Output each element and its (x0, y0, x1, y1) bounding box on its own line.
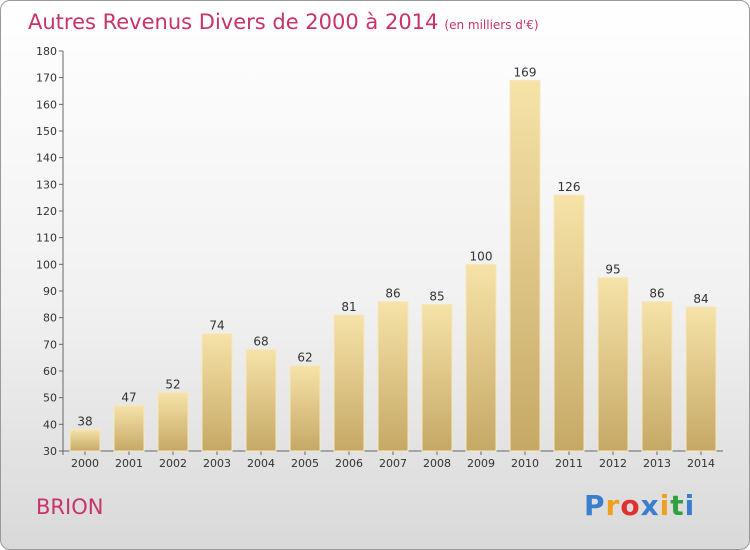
data-label: 81 (341, 300, 356, 314)
x-tick-label: 2004 (247, 457, 275, 470)
bar (597, 277, 629, 452)
x-tick-label: 2011 (555, 457, 583, 470)
data-label: 62 (297, 351, 312, 365)
logo-letter: x (640, 489, 660, 522)
bar (421, 303, 453, 452)
bar (685, 306, 717, 452)
logo-letter: i (684, 489, 696, 522)
chart-axes: 30 40 50 60 70 80 90 100 110 120 130 140 150 160 170 18… (36, 45, 723, 470)
chart-bars (69, 79, 717, 452)
y-tick-label: 100 (36, 258, 57, 271)
bar (333, 314, 365, 452)
data-label: 68 (253, 335, 268, 349)
y-tick-label: 50 (43, 392, 57, 405)
y-tick-label: 60 (43, 365, 57, 378)
bar (245, 349, 277, 452)
data-label: 100 (470, 249, 493, 263)
y-tick-label: 170 (36, 72, 57, 85)
y-tick-label: 80 (43, 312, 57, 325)
data-label: 95 (605, 263, 620, 277)
data-label: 52 (165, 377, 180, 391)
y-tick-label: 70 (43, 338, 57, 351)
logo-letter: i (659, 489, 671, 522)
chart-title: Autres Revenus Divers de 2000 à 2014 (en … (28, 10, 539, 34)
x-tick-label: 2003 (203, 457, 231, 470)
x-tick-label: 2014 (687, 457, 715, 470)
logo-letter: r (605, 489, 621, 522)
y-tick-label: 90 (43, 285, 57, 298)
data-label: 86 (385, 287, 400, 301)
x-tick-label: 2006 (335, 457, 363, 470)
data-label: 126 (558, 180, 581, 194)
logo-letter: P (584, 489, 606, 522)
chart-labels: 38 47 52 74 68 62 81 86 85 100 169 126 95 86 84 (77, 65, 708, 428)
y-tick-label: 160 (36, 98, 57, 111)
bar (201, 333, 233, 452)
chart-subtitle: (en milliers d'€) (444, 18, 539, 32)
bar (641, 301, 673, 452)
bar (553, 194, 585, 452)
y-tick-label: 110 (36, 232, 57, 245)
y-tick-label: 120 (36, 205, 57, 218)
x-tick-label: 2012 (599, 457, 627, 470)
bar (69, 429, 101, 452)
x-tick-label: 2010 (511, 457, 539, 470)
x-tick-label: 2009 (467, 457, 495, 470)
data-label: 169 (514, 65, 537, 79)
x-tick-label: 2000 (71, 457, 99, 470)
data-label: 47 (121, 391, 136, 405)
bar (289, 365, 321, 452)
logo-letter: t (670, 489, 685, 522)
y-tick-label: 140 (36, 152, 57, 165)
data-label: 85 (429, 289, 444, 303)
bar (465, 263, 497, 452)
x-tick-label: 2001 (115, 457, 143, 470)
logo-letter: o (620, 489, 641, 522)
data-label: 38 (77, 415, 92, 429)
bar (509, 79, 541, 452)
x-tick-label: 2007 (379, 457, 407, 470)
data-label: 74 (209, 319, 224, 333)
x-tick-label: 2002 (159, 457, 187, 470)
y-tick-label: 130 (36, 178, 57, 191)
data-label: 84 (693, 292, 708, 306)
chart-title-main: Autres Revenus Divers de 2000 à 2014 (28, 10, 439, 34)
bar (113, 405, 145, 452)
x-tick-label: 2013 (643, 457, 671, 470)
bar (377, 301, 409, 452)
x-tick-label: 2008 (423, 457, 451, 470)
x-tick-label: 2005 (291, 457, 319, 470)
data-label: 86 (649, 287, 664, 301)
y-tick-label: 150 (36, 125, 57, 138)
y-tick-label: 30 (43, 445, 57, 458)
city-name: BRION (36, 495, 104, 519)
bar (157, 391, 189, 452)
y-tick-label: 40 (43, 418, 57, 431)
y-tick-label: 180 (36, 45, 57, 58)
proxiti-logo: Proxiti (584, 489, 695, 522)
